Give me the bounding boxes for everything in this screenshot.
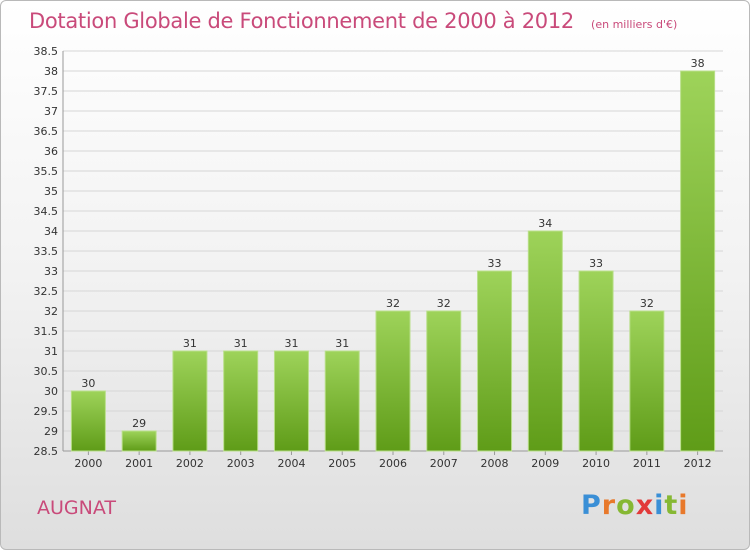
data-label: 33 <box>589 257 603 270</box>
bar[interactable] <box>172 350 208 452</box>
place-name: AUGNAT <box>37 497 116 519</box>
data-label: 31 <box>335 337 349 350</box>
data-label: 30 <box>81 377 95 390</box>
x-tick-label: 2012 <box>684 457 712 470</box>
brand-logo[interactable]: Proxiti <box>581 490 689 521</box>
y-tick-label: 29.5 <box>34 405 59 418</box>
x-tick-label: 2002 <box>176 457 204 470</box>
bar[interactable] <box>273 350 309 452</box>
x-tick-label: 2004 <box>277 457 305 470</box>
x-tick-label: 2009 <box>531 457 559 470</box>
y-tick-label: 38.5 <box>34 45 59 58</box>
data-label: 33 <box>488 257 502 270</box>
x-tick-label: 2003 <box>227 457 255 470</box>
chart-unit: (en milliers d'€) <box>591 18 678 31</box>
bar[interactable] <box>70 390 106 452</box>
y-tick-label: 34 <box>44 225 58 238</box>
x-tick-label: 2006 <box>379 457 407 470</box>
bar[interactable] <box>121 430 157 452</box>
brand-logo-letter: x <box>635 490 655 521</box>
y-tick-label: 31 <box>44 345 58 358</box>
data-label: 34 <box>538 217 552 230</box>
y-tick-label: 37 <box>44 105 58 118</box>
data-label: 31 <box>183 337 197 350</box>
y-tick-label: 29 <box>44 425 58 438</box>
bar[interactable] <box>527 230 563 452</box>
data-label: 32 <box>640 297 654 310</box>
x-tick-label: 2005 <box>328 457 356 470</box>
brand-logo-letter: i <box>678 490 689 521</box>
x-tick-label: 2001 <box>125 457 153 470</box>
y-tick-label: 33.5 <box>34 245 59 258</box>
bar[interactable] <box>375 310 411 452</box>
y-tick-label: 35.5 <box>34 165 59 178</box>
y-tick-label: 28.5 <box>34 445 59 458</box>
y-tick-label: 31.5 <box>34 325 59 338</box>
chart-title: Dotation Globale de Fonctionnement de 20… <box>29 9 574 33</box>
y-tick-label: 30 <box>44 385 58 398</box>
bar-layer <box>70 70 716 452</box>
x-tick-label: 2007 <box>430 457 458 470</box>
y-tick-label: 33 <box>44 265 58 278</box>
brand-logo-letter: r <box>601 490 617 521</box>
y-tick-label: 32 <box>44 305 58 318</box>
data-label: 32 <box>386 297 400 310</box>
bar[interactable] <box>477 270 513 452</box>
y-tick-label: 34.5 <box>34 205 59 218</box>
brand-logo-letter: t <box>664 490 679 521</box>
y-tick-label: 36.5 <box>34 125 59 138</box>
bar[interactable] <box>578 270 614 452</box>
data-label: 38 <box>691 57 705 70</box>
bar[interactable] <box>680 70 716 452</box>
x-tick-label: 2010 <box>582 457 610 470</box>
title-row: Dotation Globale de Fonctionnement de 20… <box>29 9 677 33</box>
y-tick-label: 32.5 <box>34 285 59 298</box>
label-layer: 28.5 29 29.5 30 30.5 31 31.5 32 32.5 33 33.5 34 34.5… <box>34 45 712 470</box>
y-tick-label: 37.5 <box>34 85 59 98</box>
bar[interactable] <box>223 350 259 452</box>
y-tick-label: 35 <box>44 185 58 198</box>
bar[interactable] <box>426 310 462 452</box>
x-tick-label: 2000 <box>74 457 102 470</box>
x-tick-label: 2011 <box>633 457 661 470</box>
data-label: 31 <box>234 337 248 350</box>
data-label: 32 <box>437 297 451 310</box>
bar[interactable] <box>629 310 665 452</box>
data-label: 31 <box>284 337 298 350</box>
y-tick-label: 30.5 <box>34 365 59 378</box>
bar[interactable] <box>324 350 360 452</box>
data-label: 29 <box>132 417 146 430</box>
y-tick-label: 38 <box>44 65 58 78</box>
brand-logo-letter: i <box>654 490 665 521</box>
y-tick-label: 36 <box>44 145 58 158</box>
brand-logo-letter: o <box>616 490 636 521</box>
x-tick-label: 2008 <box>481 457 509 470</box>
brand-logo-letter: P <box>581 490 602 521</box>
